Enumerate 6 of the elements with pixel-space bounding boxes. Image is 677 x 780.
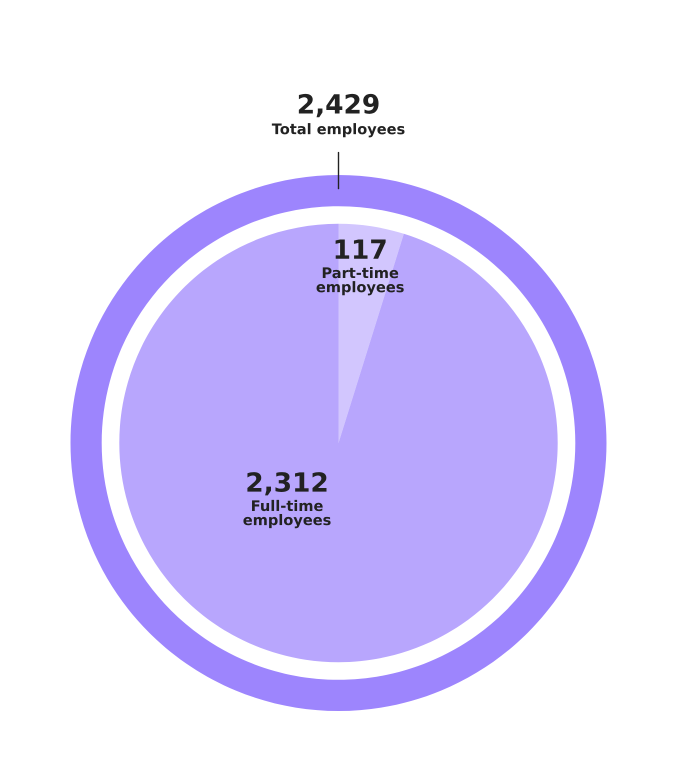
data-label: 2,429 (298, 94, 379, 118)
slice-label: Full-time employees (243, 500, 331, 528)
slice-label: Part-time employees (316, 266, 404, 296)
data-label: 117 (336, 240, 386, 259)
data-label: 2,312 (247, 472, 326, 496)
slice-label: Total employees (272, 123, 405, 138)
